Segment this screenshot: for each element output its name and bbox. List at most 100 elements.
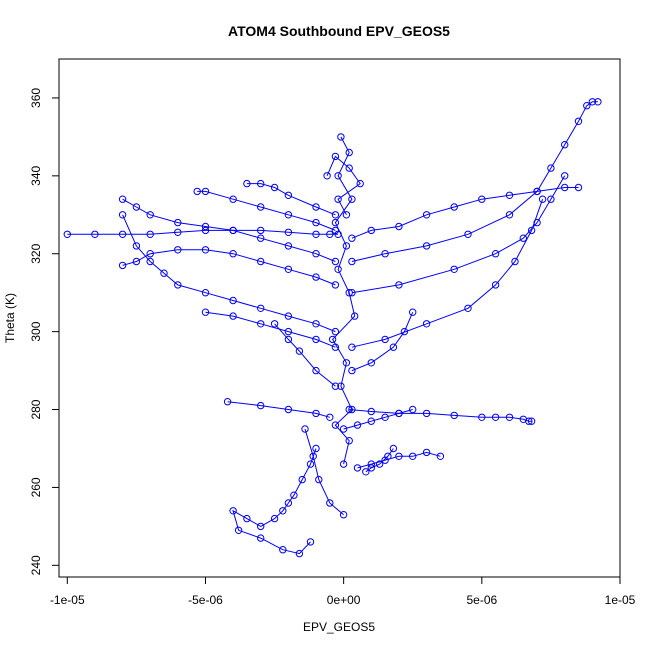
data-point — [306, 460, 315, 468]
data-point — [331, 382, 340, 390]
data-point — [257, 304, 265, 312]
data-point — [201, 226, 210, 235]
data-point — [339, 511, 348, 519]
series-line — [349, 409, 532, 422]
data-point — [331, 152, 340, 161]
x-tick-label: -1e-05 — [50, 593, 85, 607]
y-tick-label: 300 — [29, 321, 43, 341]
data-point — [583, 102, 591, 110]
series-line — [365, 448, 394, 473]
data-point — [257, 522, 265, 531]
data-point — [362, 468, 370, 476]
data-point — [345, 405, 353, 414]
series-line — [67, 229, 339, 235]
data-point — [574, 183, 583, 192]
data-point — [395, 409, 403, 418]
data-point — [284, 228, 293, 237]
data-point — [201, 289, 210, 297]
data-point — [409, 405, 417, 414]
data-point — [146, 230, 154, 239]
data-point — [257, 320, 265, 328]
data-point — [257, 203, 265, 211]
data-point — [464, 304, 472, 312]
data-point — [491, 413, 500, 421]
data-point — [345, 148, 353, 157]
series-line — [227, 401, 330, 418]
data-point — [331, 211, 340, 219]
data-series — [353, 448, 445, 472]
data-point — [229, 312, 237, 320]
data-point — [201, 308, 210, 316]
data-point — [312, 273, 320, 281]
data-point — [174, 218, 182, 227]
data-series — [362, 444, 398, 476]
series-line — [122, 198, 336, 262]
data-point — [174, 281, 182, 289]
data-point — [574, 117, 583, 126]
x-tick-label: 0e+00 — [327, 593, 361, 607]
data-point — [295, 549, 304, 558]
data-point — [223, 398, 232, 406]
x-tick-label: 5e-06 — [466, 593, 497, 607]
data-point — [312, 366, 320, 375]
data-point — [331, 421, 340, 429]
y-axis-label: Theta (K) — [3, 293, 17, 343]
data-point — [295, 347, 304, 355]
data-point — [505, 191, 514, 200]
series-line — [357, 451, 441, 469]
data-point — [348, 234, 356, 242]
data-point — [450, 203, 458, 211]
data-point — [547, 164, 555, 172]
data-point — [193, 187, 201, 196]
data-point — [527, 417, 536, 425]
x-tick-label: -5e-06 — [188, 593, 223, 607]
data-point — [334, 172, 342, 180]
data-point — [478, 195, 486, 203]
data-point — [118, 261, 127, 270]
data-point — [229, 296, 237, 305]
data-series — [118, 211, 340, 336]
data-point — [331, 343, 340, 351]
data-point — [367, 464, 375, 472]
data-point — [367, 226, 375, 235]
data-point — [326, 230, 334, 239]
data-point — [229, 507, 237, 515]
data-point — [229, 226, 237, 235]
series-line — [232, 448, 317, 555]
data-point — [118, 195, 127, 203]
data-point — [132, 203, 141, 211]
data-point — [257, 179, 265, 188]
data-point — [312, 444, 320, 453]
data-series-layer — [63, 98, 602, 558]
data-point — [400, 327, 409, 336]
series-line — [197, 190, 336, 231]
data-point — [594, 98, 602, 106]
data-point — [356, 179, 364, 188]
data-point — [348, 289, 356, 297]
data-point — [312, 203, 320, 211]
data-point — [284, 405, 293, 414]
y-axis: 240 260 280 300 320 340 360 — [29, 88, 60, 575]
data-point — [174, 228, 182, 237]
series-line — [351, 199, 544, 348]
data-point — [284, 211, 293, 219]
data-point — [132, 242, 141, 250]
data-series — [328, 133, 359, 468]
series-line — [274, 323, 336, 387]
data-point — [381, 413, 389, 421]
data-point — [588, 98, 597, 106]
data-point — [334, 195, 342, 203]
data-point — [323, 172, 331, 180]
data-point — [381, 250, 389, 258]
data-point — [284, 191, 293, 200]
data-series — [323, 152, 364, 219]
data-point — [491, 250, 500, 258]
data-point — [464, 230, 472, 239]
data-series — [348, 172, 569, 297]
data-point — [312, 409, 320, 418]
series-line — [304, 428, 344, 516]
data-point — [312, 218, 320, 227]
data-point — [389, 343, 398, 351]
data-point — [561, 183, 569, 192]
data-point — [63, 230, 72, 239]
